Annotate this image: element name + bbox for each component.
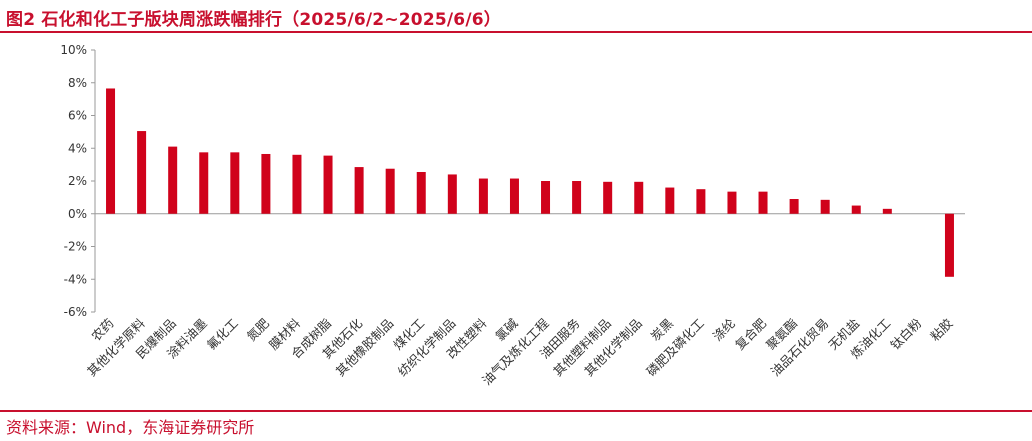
bar [789,199,799,214]
y-tick-label: 2% [68,174,87,188]
category-label: 磷肥及磷化工 [643,316,707,380]
bar [416,171,426,214]
y-tick-label: -6% [64,305,87,319]
bar [230,152,240,214]
y-tick-label: -2% [64,240,87,254]
bar [106,88,116,214]
y-tick-label: 8% [68,76,87,90]
bar [199,152,209,214]
bar [478,178,488,214]
bar [447,174,457,214]
bar [603,181,613,214]
bar [541,181,551,214]
y-tick-label: 0% [68,207,87,221]
bar [385,168,395,214]
bar [851,205,861,214]
bar [882,208,892,214]
category-label: 复合肥 [732,315,769,352]
category-label: 粘胶 [927,316,955,344]
bar [727,191,737,214]
bar [261,153,271,214]
bar [696,189,706,214]
bar [168,146,178,214]
chart-title: 图2 石化和化工子版块周涨跌幅排行（2025/6/2~2025/6/6） [6,10,501,30]
category-label: 氟化工 [204,316,241,353]
y-tick-label: 6% [68,109,87,123]
y-tick-label: -4% [64,272,87,286]
chart-header: 图2 石化和化工子版块周涨跌幅排行（2025/6/2~2025/6/6） [0,0,1032,34]
bar [572,181,582,214]
source-note: 资料来源：Wind，东海证券研究所 [6,418,255,437]
category-label: 钛白粉 [887,315,924,352]
bar [354,167,364,214]
y-tick-label: 4% [68,141,87,155]
bar [292,154,302,214]
bar [634,181,644,214]
bar [509,178,519,214]
bar [758,191,768,214]
bar [820,199,830,214]
bar [944,213,954,277]
bar [137,131,147,214]
bar [323,155,333,214]
bar-chart: 10%8%6%4%2%0%-2%-4%-6%农药其他化学原料民爆制品涂料油墨氟化… [60,43,965,388]
footer-rule [0,410,1032,412]
bar [665,187,675,214]
header-rule [0,31,1032,33]
y-tick-label: 10% [60,43,87,57]
